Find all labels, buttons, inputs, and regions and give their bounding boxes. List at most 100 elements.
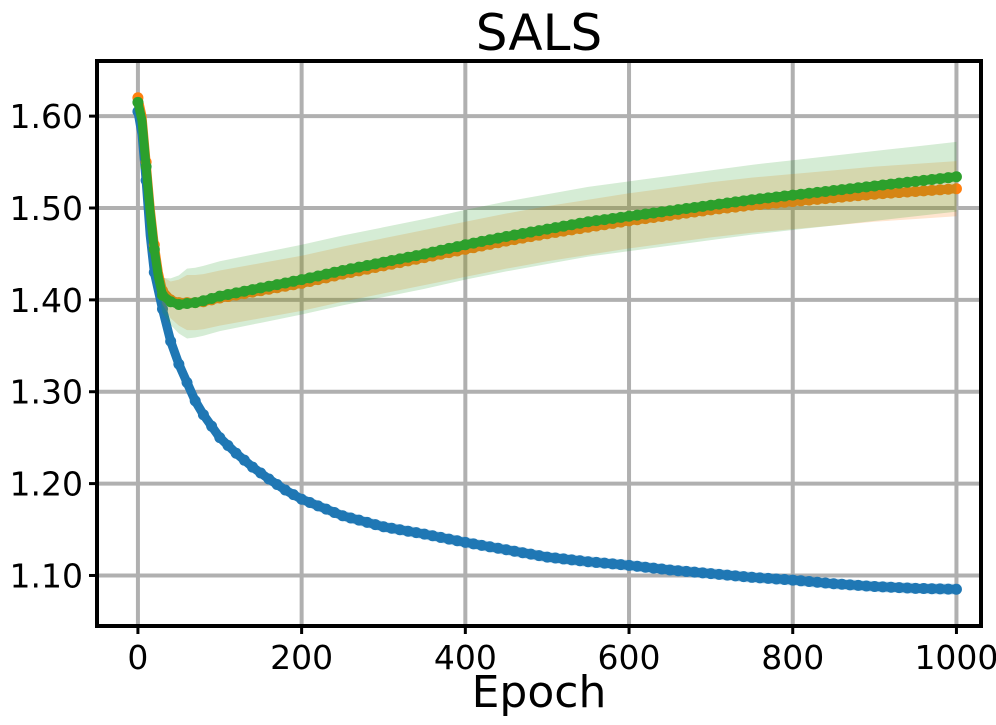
series-0-point — [689, 566, 701, 578]
series-0-point — [754, 572, 766, 584]
series-1-point — [852, 190, 864, 202]
series-2-point — [664, 205, 676, 217]
series-2-point — [255, 282, 267, 294]
series-0-point — [156, 303, 168, 315]
series-2-point — [942, 172, 954, 184]
series-2-point — [271, 279, 283, 291]
series-0-point — [836, 578, 848, 590]
series-1-point — [950, 183, 962, 195]
series-2-point — [247, 284, 259, 296]
series-0-point — [263, 473, 275, 485]
series-0-point — [844, 579, 856, 591]
series-2-point — [173, 298, 185, 310]
series-2-point — [353, 261, 365, 273]
series-0-point — [877, 581, 889, 593]
series-2-band — [137, 102, 957, 339]
series-2-point — [492, 232, 504, 244]
series-0-point — [459, 536, 471, 548]
series-2-point — [615, 211, 627, 223]
series-0-point — [918, 583, 930, 595]
series-2-point — [648, 207, 660, 219]
series-0-point — [779, 574, 791, 586]
series-2-point — [525, 226, 537, 238]
series-2-point — [394, 253, 406, 265]
series-0-point — [574, 555, 586, 567]
series-0-point — [639, 561, 651, 573]
series-2-point — [926, 174, 938, 186]
series-2-point — [476, 235, 488, 247]
series-1-point — [860, 189, 872, 201]
y-tick-label: 1.60 — [10, 97, 83, 136]
series-2-point — [279, 277, 291, 289]
series-2-point — [459, 239, 471, 251]
series-2-point — [451, 241, 463, 253]
series-0-point — [852, 579, 864, 591]
series-2-point — [312, 270, 324, 282]
series-0-point — [893, 582, 905, 594]
series-0-point — [795, 575, 807, 587]
series-2-point — [418, 248, 430, 260]
series-1-point — [926, 184, 938, 196]
series-1-point — [942, 183, 954, 195]
series-2-point — [852, 182, 864, 194]
series-1-point — [910, 185, 922, 197]
y-tick-label: 1.20 — [10, 465, 83, 504]
series-2-point — [517, 228, 529, 240]
chart-title: SALS — [476, 4, 602, 62]
series-0-point — [410, 527, 422, 539]
series-0-point — [566, 554, 578, 566]
series-2-point — [484, 234, 496, 246]
series-2-point — [787, 189, 799, 201]
series-2-point — [639, 208, 651, 220]
series-2-point — [754, 193, 766, 205]
x-tick-label: 0 — [127, 638, 148, 677]
series-0-point — [713, 568, 725, 580]
series-2-point — [689, 201, 701, 213]
series-2-point — [140, 161, 152, 173]
series-2-point — [598, 214, 610, 226]
series-2-point — [533, 225, 545, 237]
y-tick-label: 1.40 — [10, 281, 83, 320]
series-0-point — [664, 564, 676, 576]
series-2-point — [508, 229, 520, 241]
series-2-point — [705, 199, 717, 211]
series-0-point — [885, 581, 897, 593]
series-2-point — [672, 204, 684, 216]
series-2-point — [893, 177, 905, 189]
series-0-point — [418, 528, 430, 540]
series-2-point — [860, 181, 872, 193]
series-0-point — [247, 461, 259, 473]
plot-series — [132, 92, 962, 595]
series-0-point — [189, 395, 201, 407]
series-0-point — [541, 551, 553, 563]
series-0-point — [770, 573, 782, 585]
plot-frame — [95, 59, 983, 628]
series-2-point — [836, 184, 848, 196]
series-2-point — [304, 272, 316, 284]
series-2-point — [631, 209, 643, 221]
series-2-point — [386, 255, 398, 267]
series-0-point — [427, 530, 439, 542]
series-0-point — [738, 571, 750, 583]
series-2-point — [680, 203, 692, 215]
series-0-point — [803, 576, 815, 588]
series-0-point — [533, 550, 545, 562]
series-2-point — [402, 251, 414, 263]
series-0-point — [468, 538, 480, 550]
series-0-point — [492, 542, 504, 554]
series-2-point — [156, 289, 168, 301]
series-0-point — [656, 563, 668, 575]
series-2-point — [762, 192, 774, 204]
series-0-point — [828, 578, 840, 590]
series-0-point — [173, 358, 185, 370]
y-tick-label: 1.50 — [10, 189, 83, 228]
series-0-point — [950, 583, 962, 595]
series-0-point — [525, 548, 537, 560]
series-2-point — [148, 243, 160, 255]
x-tick-label: 1000 — [914, 638, 996, 677]
series-2-point — [918, 174, 930, 186]
series-0-point — [942, 583, 954, 595]
axis-ticks: 0 200 400 600 800 1000 1.10 1.20 1.30 1.40 1.50 1.6… — [10, 97, 996, 677]
series-2-point — [345, 263, 357, 275]
series-0-point — [279, 484, 291, 496]
